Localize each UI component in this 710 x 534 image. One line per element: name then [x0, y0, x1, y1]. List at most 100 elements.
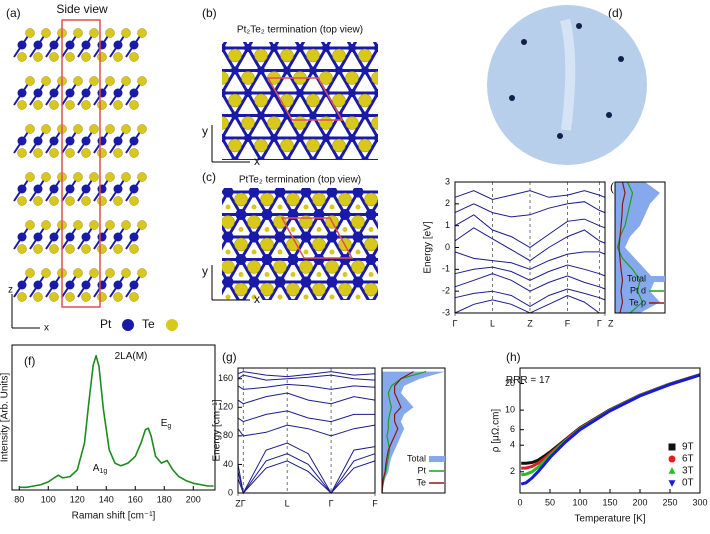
x-tick-label: 80	[14, 494, 24, 504]
pt-atom	[17, 40, 27, 50]
bond	[233, 159, 235, 160]
bond	[410, 327, 423, 350]
pt-atom	[248, 231, 260, 243]
te-atom	[372, 162, 385, 175]
te-atom	[137, 220, 147, 230]
bond	[384, 170, 397, 193]
te-atom	[351, 260, 365, 274]
pt-atom	[413, 22, 421, 30]
pt-atom	[261, 209, 273, 220]
plot-frame	[454, 181, 606, 314]
bond	[267, 327, 280, 350]
te-atom	[73, 76, 83, 86]
bond	[410, 260, 423, 283]
te-atom	[33, 100, 43, 110]
x-tick-label: 0	[517, 497, 522, 507]
te-atom	[81, 196, 91, 206]
te-atom	[65, 52, 75, 62]
band	[454, 214, 606, 249]
band	[454, 264, 606, 281]
pt-atom	[129, 136, 139, 146]
pt-atom	[33, 184, 43, 194]
te-atom	[238, 272, 244, 277]
bond	[196, 48, 209, 71]
te-atom	[317, 317, 322, 322]
panel-title: PtTe₂ termination (top view)	[239, 175, 361, 186]
te-atom	[277, 249, 283, 255]
bond	[202, 237, 215, 260]
pt-atom	[348, 44, 356, 52]
bond	[345, 327, 358, 350]
te-atom	[105, 124, 115, 134]
te-atom	[277, 294, 283, 300]
te-atom	[234, 192, 248, 207]
bond	[280, 327, 293, 350]
legend-label: Pt d	[630, 285, 646, 295]
te-atom	[329, 204, 335, 210]
pt-atom	[405, 277, 416, 288]
pt-atom	[231, 66, 239, 75]
te-atom	[129, 148, 139, 158]
pt-atom	[352, 231, 364, 243]
te-atom	[299, 260, 313, 274]
te-atom	[33, 196, 43, 206]
te-atom	[342, 272, 348, 277]
pt-atom	[274, 276, 286, 288]
te-atom	[382, 205, 387, 210]
legend-swatch	[429, 456, 445, 462]
te-atom	[377, 218, 378, 226]
bond	[391, 26, 404, 49]
y-tick-label: 6	[510, 424, 515, 434]
te-atom	[65, 196, 75, 206]
annotation-text: A	[93, 463, 100, 474]
pt-atom	[353, 322, 364, 333]
te-atom	[247, 215, 261, 229]
te-atom	[129, 244, 139, 254]
te-atom	[137, 28, 147, 38]
pt-atom	[400, 134, 408, 142]
bond	[376, 90, 378, 94]
pt-atom	[315, 299, 323, 300]
te-atom	[254, 138, 268, 153]
legend-label: Te p	[629, 297, 646, 307]
band	[454, 201, 606, 218]
te-atom	[382, 250, 387, 255]
te-atom	[17, 196, 27, 206]
y-tick-label: 1	[445, 220, 450, 230]
pt-atom	[210, 254, 221, 265]
te-atom	[358, 93, 372, 108]
te-atom	[81, 244, 91, 254]
te-atom	[411, 49, 424, 62]
te-atom	[228, 138, 242, 153]
bond	[384, 237, 397, 260]
te-atom	[338, 192, 352, 207]
bond	[397, 170, 410, 193]
pt-atom	[129, 232, 139, 242]
pt-atom	[65, 232, 75, 242]
legend-marker	[668, 480, 676, 487]
legend-label: 3T	[682, 466, 694, 477]
te-atom	[378, 171, 391, 184]
te-atom	[222, 215, 235, 229]
te-atom	[291, 317, 296, 322]
te-atom	[239, 317, 244, 322]
bond	[345, 305, 358, 328]
legend-marker	[668, 455, 676, 463]
bond	[285, 47, 302, 72]
bond	[259, 114, 276, 139]
bond	[391, 183, 404, 206]
te-atom	[137, 172, 147, 182]
bond	[376, 93, 378, 97]
te-atom	[332, 48, 346, 63]
te-atom	[73, 220, 83, 230]
te-atom	[303, 204, 309, 210]
bond	[397, 327, 410, 350]
panel-label: (c)	[202, 170, 216, 184]
bond	[228, 305, 241, 328]
plot-frame	[519, 367, 701, 494]
te-atom	[351, 215, 365, 229]
pt-atom	[367, 299, 375, 300]
bond	[319, 305, 332, 328]
top-structure	[196, 22, 424, 206]
pt-atom	[244, 134, 252, 142]
